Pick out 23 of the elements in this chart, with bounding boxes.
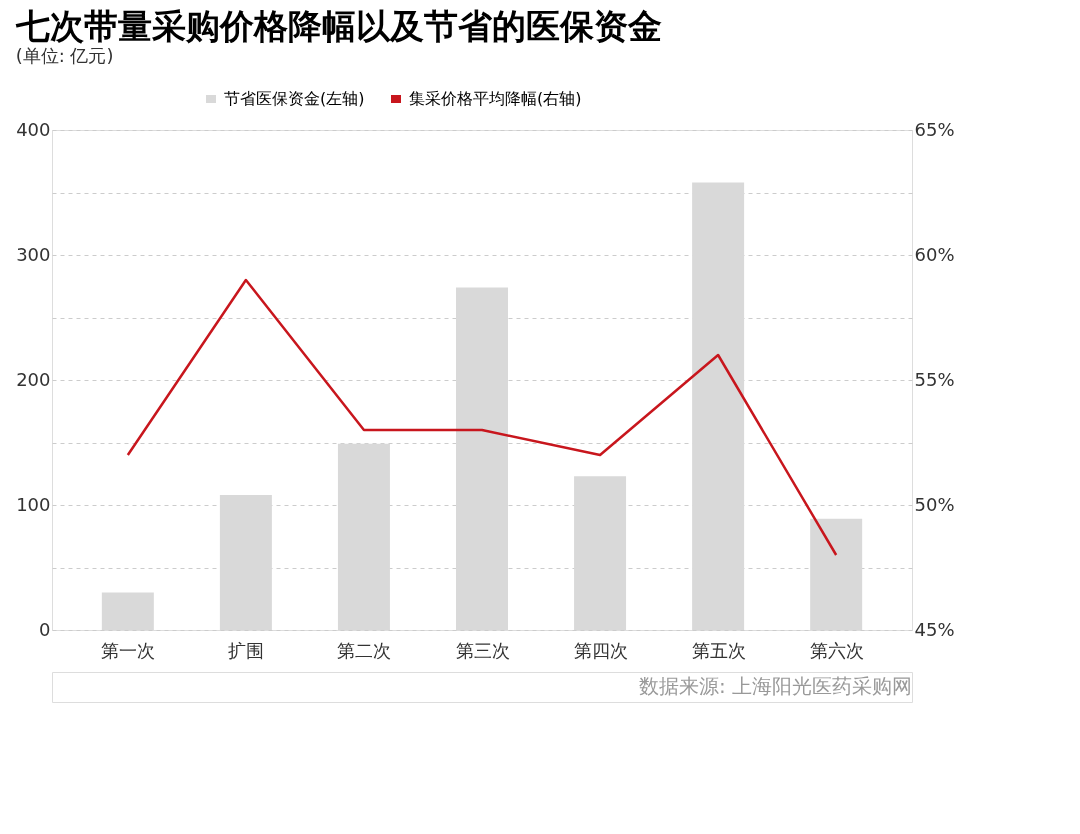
y2-tick-label: 65% — [914, 118, 955, 140]
x-tick-label: 第六次 — [809, 639, 864, 661]
legend-label: 节省医保资金(左轴) — [224, 89, 365, 108]
y-tick-label: 200 — [16, 368, 51, 390]
y2-tick-label: 45% — [914, 618, 955, 640]
y-tick-label: 400 — [16, 118, 51, 140]
x-tick-label: 第一次 — [101, 639, 156, 661]
chart-subtitle: (单位: 亿元) — [15, 45, 114, 66]
x-tick-label: 第二次 — [337, 639, 392, 661]
source-note: 数据来源: 上海阳光医药采购网 — [638, 674, 912, 698]
x-tick-label: 第五次 — [691, 639, 746, 661]
y-tick-label: 0 — [39, 618, 51, 640]
chart-title: 七次带量采购价格降幅以及节省的医保资金 — [14, 6, 662, 46]
x-tick-label: 第三次 — [455, 639, 510, 661]
x-tick-label: 第四次 — [573, 639, 628, 661]
y-tick-label: 300 — [16, 243, 51, 265]
legend-label: 集采价格平均降幅(右轴) — [409, 89, 582, 108]
y-tick-label: 100 — [16, 493, 51, 515]
y2-tick-label: 55% — [914, 368, 955, 390]
y2-tick-label: 60% — [914, 243, 955, 265]
x-tick-label: 扩围 — [228, 639, 265, 661]
line-series — [126, 278, 838, 557]
y2-tick-label: 50% — [914, 493, 955, 515]
